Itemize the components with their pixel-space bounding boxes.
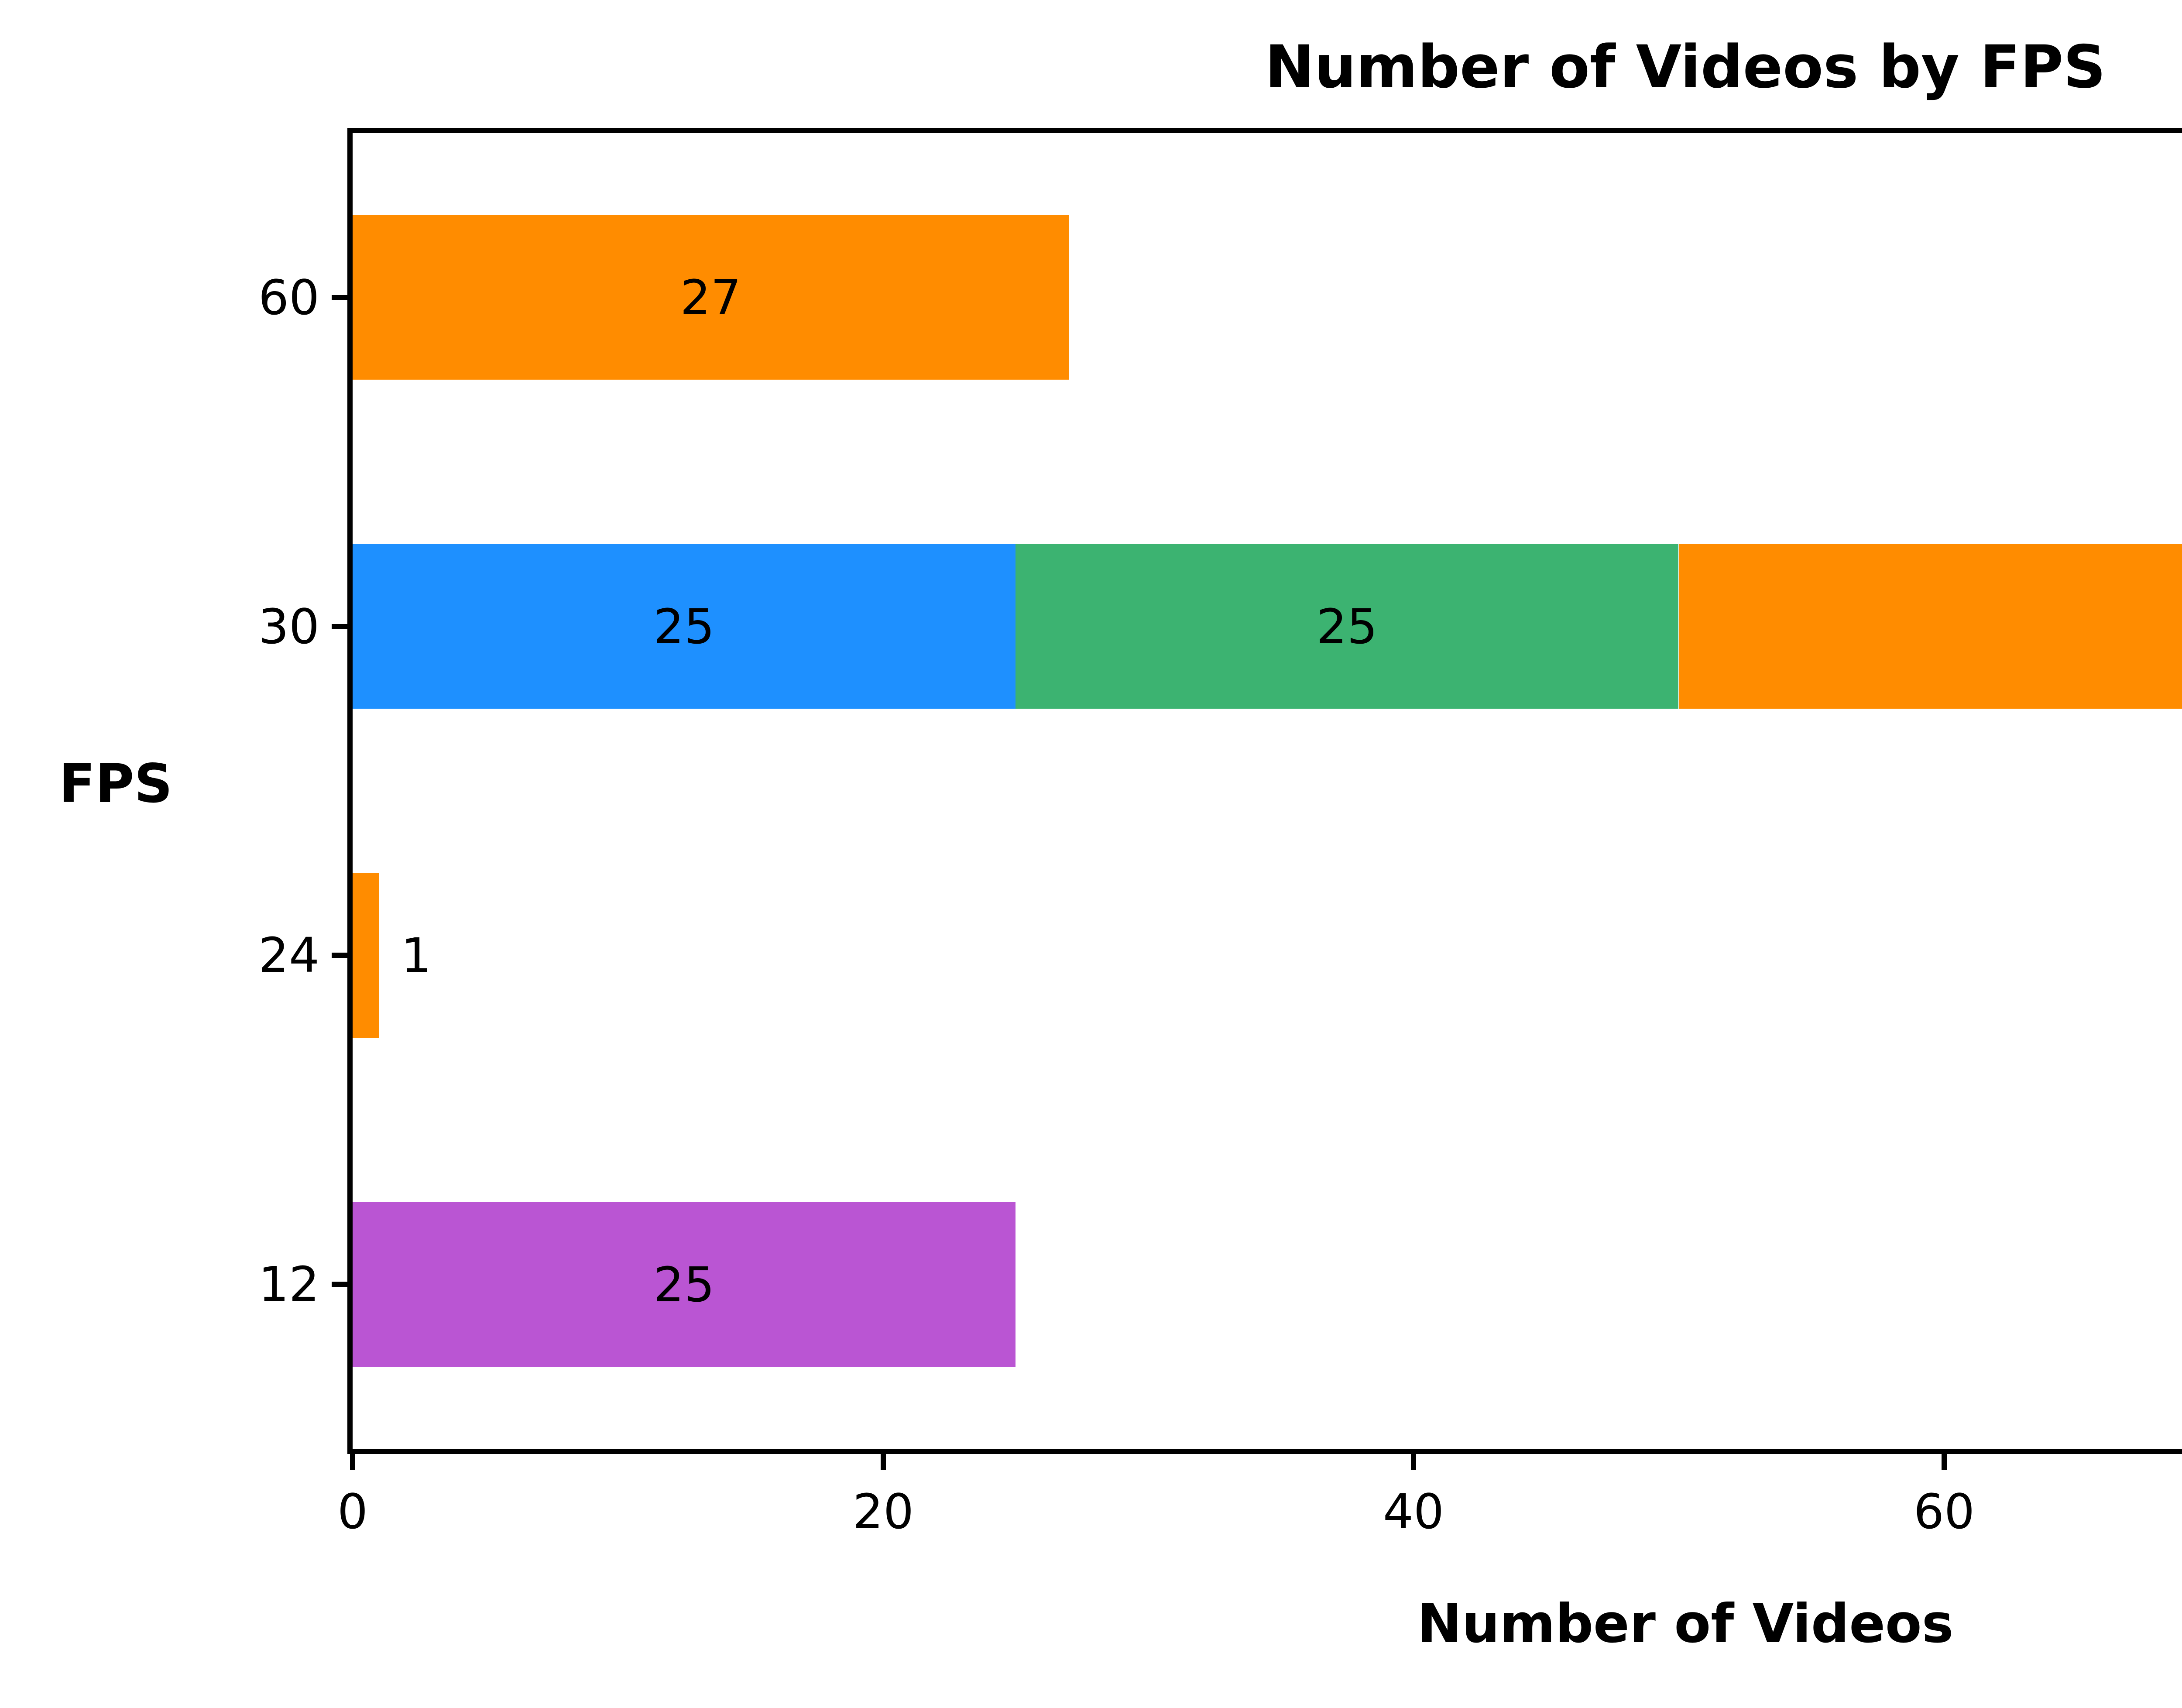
y-axis-tick-label: 24: [258, 927, 319, 983]
bar-segment-ines: [353, 1202, 1016, 1367]
chart-title: Number of Videos by FPS: [1265, 33, 2106, 101]
bar-value-label: 1: [401, 927, 432, 984]
y-axis-tick-label: 60: [258, 270, 319, 326]
y-axis-label: FPS: [58, 753, 173, 815]
bar-value-label: 25: [653, 598, 715, 655]
y-axis-tick: [332, 295, 347, 300]
x-axis-tick: [1942, 1454, 1947, 1470]
y-axis-tick: [332, 953, 347, 958]
bar-segment-v-librasil: [353, 215, 1069, 380]
x-axis-tick: [1411, 1454, 1416, 1470]
x-axis-tick-label: 0: [337, 1484, 368, 1540]
bar-segment-ufv: [1016, 544, 1678, 709]
x-axis-label: Number of Videos: [1417, 1593, 1954, 1655]
bar-segment-v-librasil: [1679, 544, 2182, 709]
y-axis-tick: [332, 1282, 347, 1287]
bar-value-label: 25: [653, 1256, 715, 1313]
bar-value-label: 25: [1316, 598, 1378, 655]
x-axis-tick-label: 60: [1914, 1484, 1975, 1540]
bar-segment-v-librasil: [353, 873, 379, 1038]
bar-value-label: 27: [680, 269, 741, 326]
x-axis-tick: [881, 1454, 886, 1470]
y-axis-tick-label: 12: [258, 1256, 319, 1312]
x-axis-tick-label: 20: [853, 1484, 914, 1540]
y-axis-tick: [332, 624, 347, 629]
x-axis-tick-label: 40: [1383, 1484, 1444, 1540]
bar-segment-signbank: [353, 544, 1016, 709]
y-axis-tick-label: 30: [258, 599, 319, 655]
x-axis-tick: [350, 1454, 355, 1470]
bar-value-label: 47: [1679, 544, 2182, 709]
